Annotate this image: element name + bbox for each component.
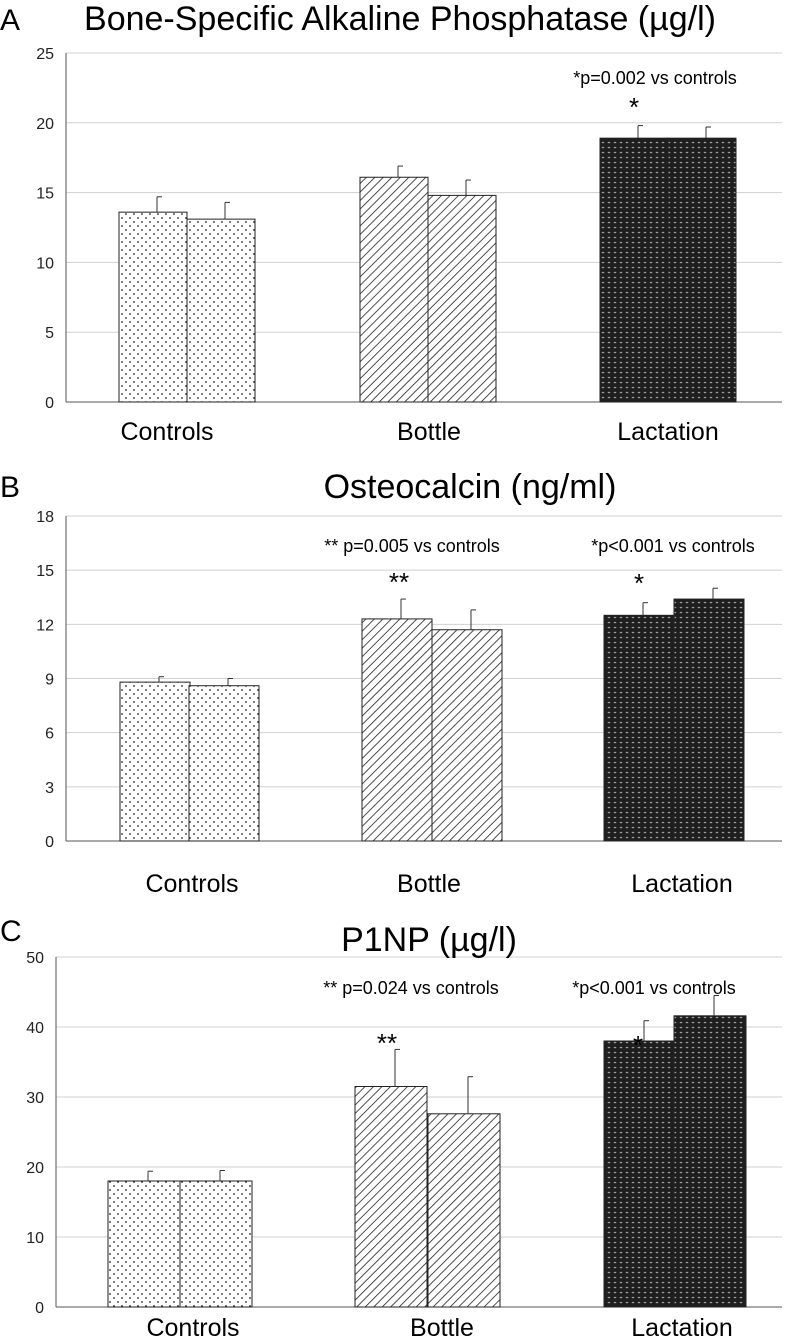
significance-note: *p=0.002 vs controls: [573, 68, 737, 88]
bar-bottle-2: [427, 194, 497, 403]
y-tick-label: 3: [45, 780, 54, 797]
bar-controls-1: [107, 1180, 181, 1308]
bar-controls-1: [118, 211, 188, 403]
bar-bottle-2: [427, 1113, 501, 1308]
bar-controls-2: [179, 1180, 253, 1308]
y-tick-label: 10: [26, 1230, 44, 1247]
panel-letter: B: [0, 471, 20, 504]
significance-marker: **: [389, 567, 409, 597]
bar-bottle-1: [354, 1086, 428, 1308]
y-tick-label: 40: [26, 1020, 44, 1037]
bar-lactation-1: [599, 137, 669, 403]
significance-marker: *: [634, 568, 644, 598]
bar-lactation-2: [673, 598, 745, 842]
x-category-label: Lactation: [631, 870, 732, 898]
x-category-label: Lactation: [631, 1314, 732, 1338]
x-category-label: Controls: [146, 1314, 239, 1338]
bar-lactation-2: [673, 1015, 747, 1308]
bar-lactation-1: [603, 1040, 677, 1308]
bar-controls-2: [188, 685, 260, 842]
y-tick-label: 9: [45, 672, 54, 689]
y-tick-label: 0: [45, 395, 54, 412]
panel-letter: C: [0, 915, 22, 948]
x-category-label: Controls: [120, 418, 213, 446]
y-tick-label: 15: [36, 186, 54, 203]
y-tick-label: 25: [36, 46, 54, 63]
significance-note: ** p=0.024 vs controls: [323, 978, 499, 998]
y-tick-label: 5: [45, 325, 54, 342]
y-tick-label: 20: [26, 1160, 44, 1177]
chart-title: Bone-Specific Alkaline Phosphatase (µg/l…: [84, 0, 716, 38]
bar-bottle-2: [431, 629, 503, 842]
significance-note: *p<0.001 vs controls: [591, 536, 755, 556]
y-tick-label: 0: [35, 1300, 44, 1317]
y-tick-label: 12: [36, 617, 54, 634]
bar-controls-1: [119, 681, 191, 842]
x-category-label: Bottle: [397, 418, 461, 446]
significance-marker: *: [629, 92, 639, 122]
y-tick-label: 6: [45, 726, 54, 743]
y-tick-label: 18: [36, 509, 54, 526]
bar-lactation-1: [603, 614, 675, 842]
x-category-label: Bottle: [410, 1314, 474, 1338]
significance-marker: *: [633, 1030, 643, 1060]
y-tick-label: 15: [36, 563, 54, 580]
bar-controls-2: [186, 218, 256, 403]
significance-note: *p<0.001 vs controls: [572, 978, 736, 998]
bar-bottle-1: [361, 618, 433, 842]
significance-marker: **: [377, 1028, 397, 1058]
chart-title: P1NP (µg/l): [341, 921, 517, 959]
x-category-label: Controls: [145, 870, 238, 898]
x-category-label: Lactation: [617, 418, 718, 446]
panel-letter: A: [0, 4, 20, 37]
y-tick-label: 20: [36, 116, 54, 133]
significance-note: ** p=0.005 vs controls: [324, 536, 500, 556]
y-tick-label: 50: [26, 950, 44, 967]
y-tick-label: 30: [26, 1090, 44, 1107]
bar-lactation-2: [667, 137, 737, 403]
bar-bottle-1: [359, 176, 429, 403]
chart-title: Osteocalcin (ng/ml): [324, 468, 617, 506]
y-tick-label: 0: [45, 834, 54, 851]
y-tick-label: 10: [36, 255, 54, 272]
x-category-label: Bottle: [397, 870, 461, 898]
